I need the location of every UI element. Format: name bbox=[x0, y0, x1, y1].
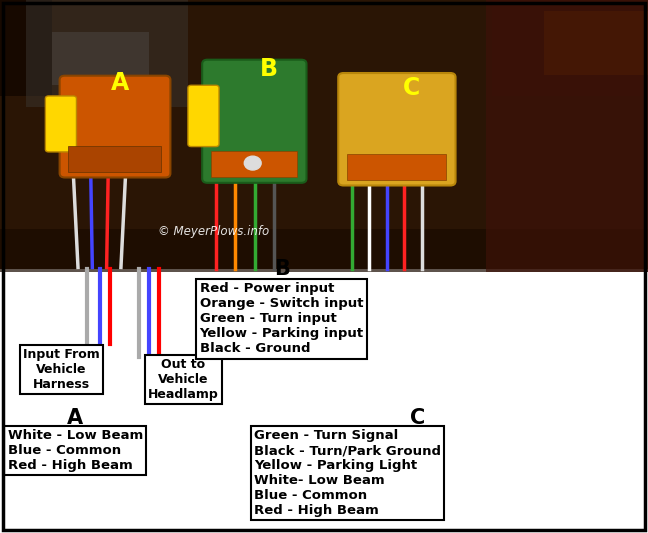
Bar bbox=[486, 0, 648, 272]
Text: B: B bbox=[260, 57, 278, 82]
Text: C: C bbox=[410, 408, 426, 429]
FancyBboxPatch shape bbox=[188, 85, 219, 147]
Bar bbox=[544, 11, 648, 75]
Text: Red - Power input
Orange - Switch input
Green - Turn input
Yellow - Parking inpu: Red - Power input Orange - Switch input … bbox=[200, 282, 364, 356]
FancyBboxPatch shape bbox=[202, 60, 307, 183]
Circle shape bbox=[244, 156, 261, 170]
Bar bbox=[492, 0, 648, 96]
Text: © MeyerPlows.info: © MeyerPlows.info bbox=[158, 225, 270, 238]
Bar bbox=[0, 0, 648, 269]
FancyBboxPatch shape bbox=[60, 76, 170, 177]
Text: A: A bbox=[111, 70, 129, 95]
FancyBboxPatch shape bbox=[338, 73, 456, 185]
Bar bbox=[347, 154, 446, 180]
Bar bbox=[0, 0, 52, 96]
Text: Green - Turn Signal
Black - Turn/Park Ground
Yellow - Parking Light
White- Low B: Green - Turn Signal Black - Turn/Park Gr… bbox=[254, 429, 441, 517]
Text: A: A bbox=[67, 408, 82, 429]
Bar bbox=[68, 146, 161, 172]
Bar bbox=[26, 0, 188, 107]
Text: B: B bbox=[274, 259, 290, 279]
Bar bbox=[0, 0, 52, 96]
FancyBboxPatch shape bbox=[45, 96, 76, 152]
Text: Input From
Vehicle
Harness: Input From Vehicle Harness bbox=[23, 348, 100, 391]
Text: White - Low Beam
Blue - Common
Red - High Beam: White - Low Beam Blue - Common Red - Hig… bbox=[8, 429, 143, 472]
Bar bbox=[0, 229, 648, 272]
Text: C: C bbox=[403, 76, 420, 100]
Text: Out to
Vehicle
Headlamp: Out to Vehicle Headlamp bbox=[148, 358, 219, 401]
Bar bbox=[52, 32, 149, 85]
Bar bbox=[211, 151, 297, 177]
